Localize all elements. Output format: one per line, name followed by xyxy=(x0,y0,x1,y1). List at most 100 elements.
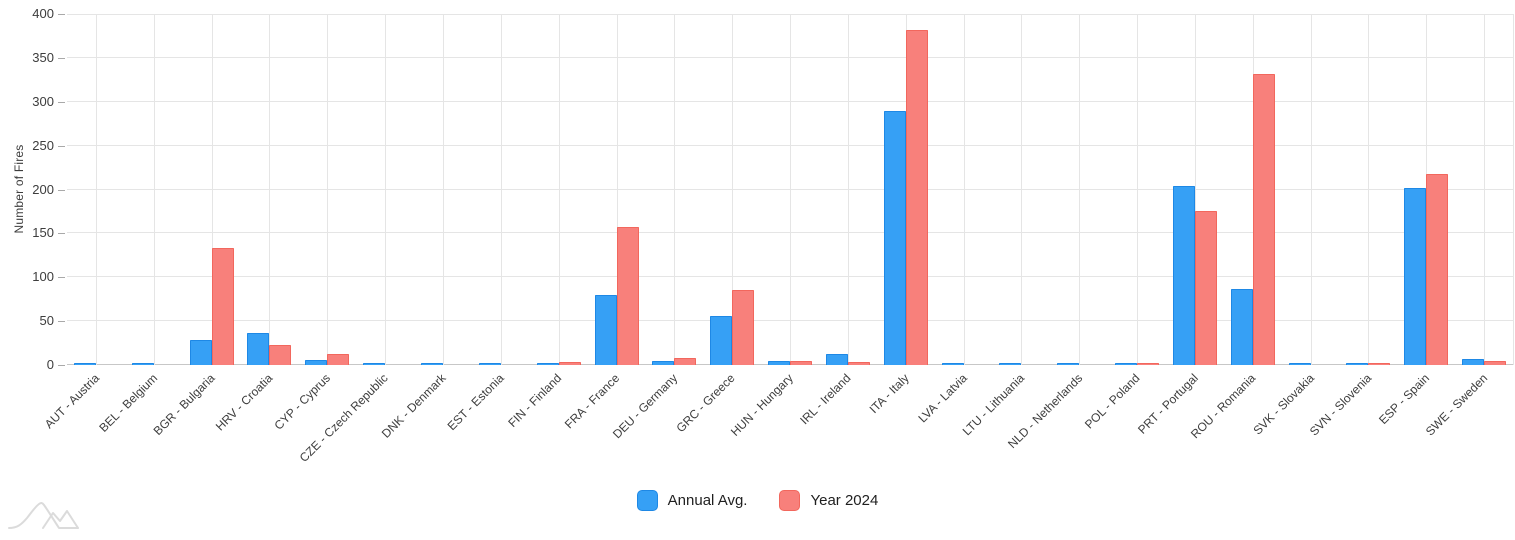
bar-annual-avg[interactable] xyxy=(131,363,154,365)
bar-annual-avg[interactable] xyxy=(1057,363,1080,365)
bar-group xyxy=(1397,14,1455,365)
bar-annual-avg[interactable] xyxy=(883,111,906,365)
legend-label: Annual Avg. xyxy=(667,492,748,509)
y-axis-tick-label: 400 xyxy=(32,6,54,21)
y-axis-tick-mark xyxy=(58,277,65,279)
legend-item-annual-avg[interactable]: Annual Avg. xyxy=(636,490,748,511)
bar-group xyxy=(241,14,299,365)
bar-annual-avg[interactable] xyxy=(536,363,559,365)
y-axis-tick-label: 50 xyxy=(39,313,54,329)
bar-year-2024[interactable] xyxy=(1484,361,1507,365)
bar-year-2024[interactable] xyxy=(1252,74,1275,365)
x-axis-label: FIN - Finland xyxy=(505,371,565,430)
bar-annual-avg[interactable] xyxy=(189,340,212,365)
bar-year-2024[interactable] xyxy=(1194,211,1217,365)
y-axis-tick-mark xyxy=(58,145,65,147)
bar-group xyxy=(125,14,183,365)
bar-annual-avg[interactable] xyxy=(710,316,733,365)
gridline-y-100 xyxy=(67,276,1513,278)
bar-annual-avg[interactable] xyxy=(1172,186,1195,365)
bar-group xyxy=(67,14,125,365)
x-axis-label: BGR - Bulgaria xyxy=(150,371,218,438)
bar-annual-avg[interactable] xyxy=(363,363,386,365)
gridline-y-200 xyxy=(67,188,1513,190)
x-axis-label: LVA - Latvia xyxy=(915,371,970,426)
gridline-x xyxy=(1194,14,1196,365)
bar-annual-avg[interactable] xyxy=(1288,363,1311,365)
bar-group xyxy=(1050,14,1108,365)
bar-year-2024[interactable] xyxy=(1137,363,1160,365)
y-axis-tick-mark xyxy=(58,189,65,191)
bar-annual-avg[interactable] xyxy=(305,360,328,365)
bar-year-2024[interactable] xyxy=(674,358,697,365)
bar-annual-avg[interactable] xyxy=(594,295,617,365)
bar-annual-avg[interactable] xyxy=(941,363,964,365)
gridline-x xyxy=(1484,14,1486,365)
bar-annual-avg[interactable] xyxy=(1230,289,1253,365)
blue-square-icon xyxy=(636,490,658,511)
y-axis-tick-label: 250 xyxy=(32,137,54,153)
y-axis-tick-mark xyxy=(58,101,65,103)
bar-annual-avg[interactable] xyxy=(652,361,675,365)
bar-annual-avg[interactable] xyxy=(999,363,1022,365)
x-axis-label: ITA - Italy xyxy=(866,371,912,417)
bar-year-2024[interactable] xyxy=(790,361,813,365)
bar-annual-avg[interactable] xyxy=(247,333,270,365)
gridline-x xyxy=(1021,14,1023,365)
red-square-icon xyxy=(779,490,801,511)
bar-annual-avg[interactable] xyxy=(825,354,848,365)
y-axis-tick-label: 0 xyxy=(46,357,54,372)
bar-group xyxy=(761,14,819,365)
y-axis-tick-label: 150 xyxy=(32,225,54,241)
y-axis-tick-mark xyxy=(58,57,65,59)
bar-annual-avg[interactable] xyxy=(1346,363,1369,365)
bar-group xyxy=(356,14,414,365)
y-axis-tick-mark xyxy=(58,14,65,15)
gridline-x xyxy=(1310,14,1312,365)
bar-year-2024[interactable] xyxy=(327,354,350,365)
bar-year-2024[interactable] xyxy=(269,345,292,365)
bar-group xyxy=(1108,14,1166,365)
bar-annual-avg[interactable] xyxy=(420,363,443,365)
bar-year-2024[interactable] xyxy=(616,227,639,365)
bar-annual-avg[interactable] xyxy=(478,363,501,365)
bar-year-2024[interactable] xyxy=(905,30,928,365)
bar-group xyxy=(819,14,877,365)
y-axis-tick-label: 300 xyxy=(32,93,54,109)
bar-annual-avg[interactable] xyxy=(768,361,791,365)
y-axis-tick-mark xyxy=(58,233,65,235)
y-axis-tick-label: 100 xyxy=(32,269,54,285)
x-axis-label: CYP - Cyprus xyxy=(271,371,334,433)
bar-group xyxy=(1282,14,1340,365)
gridline-y-50 xyxy=(67,320,1513,322)
gridline-x xyxy=(847,14,849,365)
gridline-x xyxy=(616,14,618,365)
x-axis-label: GRC - Greece xyxy=(673,371,739,436)
mountains-logo-icon xyxy=(8,501,79,529)
bar-annual-avg[interactable] xyxy=(73,363,96,365)
bar-group xyxy=(588,14,646,365)
bar-year-2024[interactable] xyxy=(211,248,234,365)
x-axis-label: AUT - Austria xyxy=(41,371,102,432)
bar-year-2024[interactable] xyxy=(558,362,581,365)
gridline-x xyxy=(963,14,965,365)
x-axis-label: IRL - Ireland xyxy=(797,371,854,428)
bar-year-2024[interactable] xyxy=(1368,363,1391,365)
y-axis-tick-label: 350 xyxy=(32,49,54,65)
y-axis-tick-label: 200 xyxy=(32,181,54,197)
gridline-x xyxy=(269,14,271,365)
gridline-x xyxy=(153,14,155,365)
bar-group xyxy=(993,14,1051,365)
bar-year-2024[interactable] xyxy=(1426,174,1449,365)
gridline-x xyxy=(385,14,387,365)
bar-annual-avg[interactable] xyxy=(1115,363,1138,365)
bar-group xyxy=(1166,14,1224,365)
legend-item-year-2024[interactable]: Year 2024 xyxy=(779,490,878,511)
gridline-x xyxy=(674,14,676,365)
bar-annual-avg[interactable] xyxy=(1404,188,1427,365)
bar-group xyxy=(703,14,761,365)
bar-year-2024[interactable] xyxy=(847,362,870,365)
bar-group xyxy=(414,14,472,365)
bar-annual-avg[interactable] xyxy=(1462,359,1485,365)
bar-year-2024[interactable] xyxy=(732,290,755,365)
